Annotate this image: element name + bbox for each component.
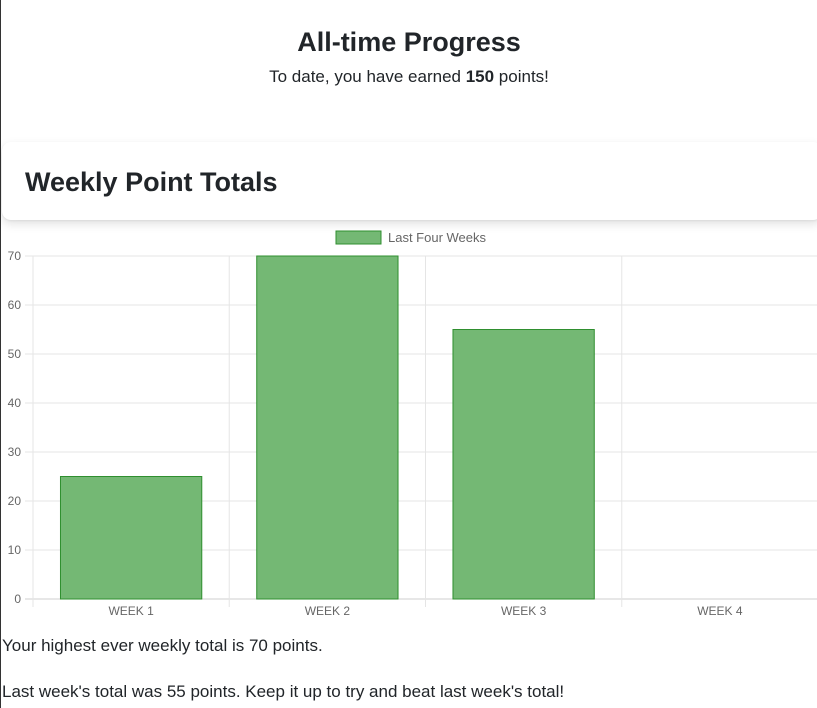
y-tick-label: 10 — [8, 543, 22, 557]
progress-summary: To date, you have earned 150 points! — [1, 65, 817, 89]
x-tick-label: WEEK 2 — [305, 604, 351, 616]
summary-section: Your highest ever weekly total is 70 poi… — [2, 634, 817, 708]
weekly-totals-card-header: Weekly Point Totals — [2, 142, 817, 220]
total-points: 150 — [465, 67, 495, 86]
weekly-points-bar-chart: 0 10 20 30 40 50 60 70 WEEK 1 WEEK 2 WEEK 3 WEEK 4 L… — [8, 230, 817, 616]
x-tick-label: WEEK 4 — [697, 604, 743, 616]
x-tick-label: WEEK 1 — [108, 604, 154, 616]
bar — [452, 329, 595, 600]
y-tick-label: 0 — [14, 592, 21, 606]
x-tick-label: WEEK 3 — [501, 604, 547, 616]
progress-title: All-time Progress — [297, 27, 521, 57]
last-week-total-text: Last week's total was 55 points. Keep it… — [2, 682, 565, 701]
y-tick-label: 30 — [8, 445, 22, 459]
y-tick-label: 40 — [8, 396, 22, 410]
card-title: Weekly Point Totals — [25, 167, 278, 197]
y-tick-label: 60 — [8, 298, 22, 312]
bar — [256, 255, 399, 600]
bar — [59, 476, 203, 600]
legend-label: Last Four Weeks — [388, 230, 487, 245]
all-time-progress-section: All-time Progress To date, you have earn… — [1, 0, 817, 89]
y-tick-label: 70 — [8, 249, 22, 263]
legend-swatch — [335, 230, 382, 245]
progress-text-after: points! — [494, 67, 549, 86]
progress-text-before: To date, you have earned — [269, 67, 466, 86]
y-tick-label: 20 — [8, 494, 22, 508]
highest-total-text: Your highest ever weekly total is 70 poi… — [2, 636, 323, 655]
y-tick-label: 50 — [8, 347, 22, 361]
